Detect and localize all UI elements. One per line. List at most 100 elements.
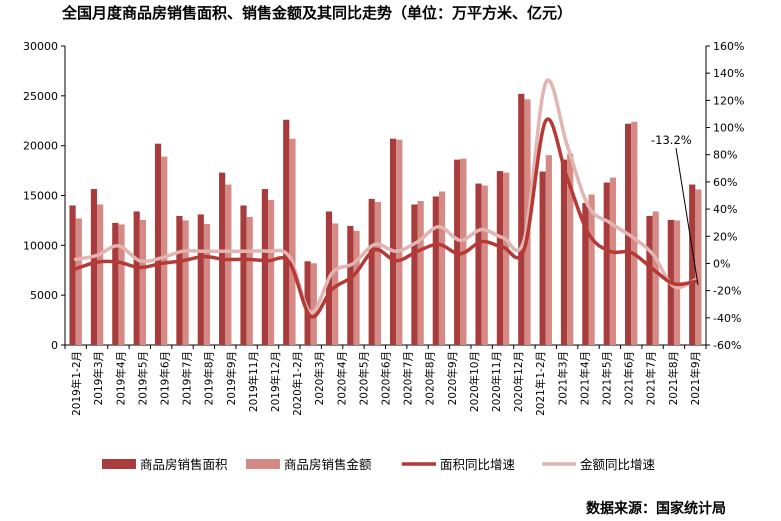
point-area-yoy [288, 261, 290, 263]
point-amount-yoy [459, 239, 461, 241]
y-right-tick-label: -20% [713, 285, 741, 298]
y-right-tick-label: 120% [713, 94, 744, 107]
bar-amount [75, 218, 82, 345]
bar-area [603, 182, 610, 345]
bar-area [646, 215, 653, 345]
bar-area [133, 211, 140, 345]
bar-amount [396, 139, 403, 345]
legend-swatch [102, 459, 136, 469]
y-right-tick-label: 20% [713, 230, 737, 243]
bar-amount [182, 220, 189, 345]
x-tick-label: 2020年8月 [424, 351, 437, 405]
point-area-yoy [481, 241, 483, 243]
x-tick-label: 2021年5月 [601, 351, 614, 405]
point-amount-yoy [96, 254, 98, 256]
point-amount-yoy [438, 226, 440, 228]
bar-amount [652, 211, 659, 345]
bar-amount [246, 216, 253, 345]
point-area-yoy [267, 260, 269, 262]
point-amount-yoy [630, 235, 632, 237]
bar-area [539, 171, 546, 345]
point-amount-yoy [203, 250, 205, 252]
bar-area [69, 205, 76, 345]
point-amount-yoy [224, 250, 226, 252]
point-amount-yoy [352, 262, 355, 265]
bar-area [518, 93, 525, 345]
bar-amount [225, 184, 232, 345]
point-amount-yoy [587, 205, 590, 207]
point-area-yoy [609, 250, 611, 252]
point-area-yoy [203, 256, 205, 258]
x-tick-label: 2020年12月 [512, 351, 525, 412]
x-tick-label: 2019年11月 [247, 351, 260, 412]
bar-area [347, 225, 354, 345]
point-area-yoy [181, 260, 184, 262]
x-tick-label: 2019年5月 [136, 351, 149, 405]
bar-amount [139, 219, 146, 345]
x-tick-label: 2020年10月 [468, 351, 481, 412]
x-tick-label: 2019年8月 [203, 351, 216, 405]
bar-amount [289, 138, 296, 345]
bar-area [261, 189, 268, 345]
point-amount-yoy [395, 250, 397, 252]
annotation-label: -13.2% [651, 133, 692, 147]
point-area-yoy [545, 120, 547, 122]
y-right-tick-label: 0% [713, 257, 730, 270]
point-amount-yoy [288, 256, 290, 258]
x-tick-label: 2019年9月 [225, 351, 238, 405]
x-tick-label: 2021年8月 [667, 351, 680, 405]
bar-amount [267, 199, 275, 345]
bar-area [389, 138, 397, 345]
x-tick-label: 2021年7月 [645, 351, 658, 405]
bar-area [154, 143, 162, 345]
bar-amount [545, 155, 552, 345]
legend-label: 商品房销售金额 [284, 457, 372, 472]
point-amount-yoy [310, 311, 312, 313]
x-tick-label: 2020年1-2月 [291, 351, 304, 416]
point-area-yoy [566, 177, 568, 179]
point-amount-yoy [523, 238, 525, 240]
axes: 0 5000 10000 15000 20000 25000 30000 -60% -40% -2… [23, 40, 744, 416]
y-right-tick-label: 80% [713, 149, 737, 162]
y-left-tick-label: 15000 [23, 190, 58, 203]
y-right-tick-label: 160% [713, 40, 744, 53]
y-left-tick-label: 5000 [30, 289, 58, 302]
point-amount-yoy [673, 285, 675, 288]
bar-amount [631, 121, 638, 345]
bar-amount [503, 172, 510, 345]
x-tick-label: 2020年11月 [490, 351, 503, 412]
x-tick-label: 2020年5月 [357, 351, 370, 405]
bar-amount [118, 224, 125, 345]
y-right-tick-label: -60% [713, 339, 741, 352]
bar-amount [609, 177, 617, 345]
point-amount-yoy [416, 241, 419, 243]
point-area-yoy [160, 262, 162, 265]
bar-area [560, 159, 568, 345]
point-area-yoy [75, 268, 77, 270]
x-tick-label: 2019年1-2月 [70, 351, 83, 416]
point-amount-yoy [651, 253, 654, 255]
point-amount-yoy [502, 237, 504, 239]
bar-amount [567, 153, 574, 345]
point-area-yoy [651, 268, 654, 270]
point-amount-yoy [609, 222, 611, 224]
bar-area [582, 202, 589, 345]
point-amount-yoy [75, 258, 77, 260]
x-tick-label: 2020年9月 [446, 351, 459, 405]
x-tick-label: 2020年6月 [380, 351, 393, 405]
point-amount-yoy [246, 250, 248, 252]
bar-amount [161, 156, 168, 345]
bar-area [689, 184, 696, 345]
legend-swatch [246, 459, 280, 469]
legend-label: 商品房销售面积 [140, 457, 228, 472]
x-tick-label: 2020年7月 [402, 351, 415, 405]
bar-amount [374, 201, 382, 345]
legend-label: 金额同比增速 [580, 457, 656, 472]
x-tick-label: 2019年3月 [92, 351, 105, 405]
point-area-yoy [96, 261, 98, 263]
legend-label: 面积同比增速 [440, 457, 516, 472]
point-amount-yoy [160, 257, 162, 259]
bar-area [411, 204, 418, 345]
point-area-yoy [117, 261, 120, 263]
